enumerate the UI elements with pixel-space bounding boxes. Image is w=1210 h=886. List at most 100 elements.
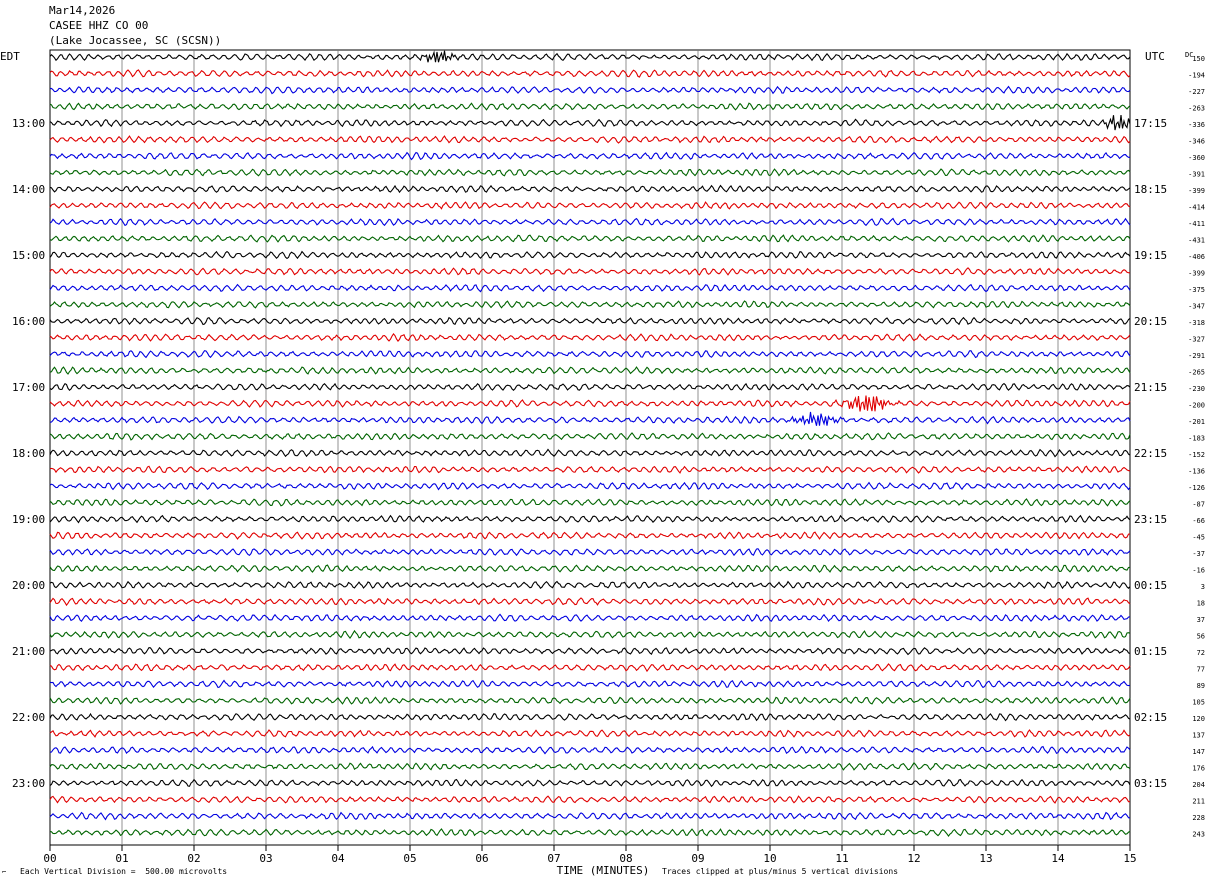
- right-hour-label: 02:15: [1134, 711, 1167, 724]
- dc-offset-labels: 150 -194 -227 -263 -336 -346 -360 -391 -399 -414 -…: [1188, 55, 1205, 839]
- dc-offset-label: -360: [1188, 154, 1205, 162]
- dc-offset-label: -200: [1188, 402, 1205, 410]
- x-tick-label: 05: [403, 852, 416, 865]
- dc-offset-label: -336: [1188, 121, 1205, 129]
- seismic-trace: [49, 395, 1131, 412]
- seismic-trace: [49, 498, 1131, 507]
- x-tick-label: 10: [763, 852, 776, 865]
- x-tick-label: 03: [259, 852, 272, 865]
- seismic-trace: [49, 729, 1131, 738]
- seismic-trace: [49, 201, 1131, 210]
- traces: [49, 50, 1131, 838]
- seismic-trace: [49, 514, 1131, 524]
- dc-offset-label: 243: [1192, 831, 1205, 839]
- left-hour-label: 21:00: [12, 645, 45, 658]
- left-hour-label: 19:00: [12, 513, 45, 526]
- seismic-trace: [49, 778, 1131, 788]
- seismic-trace: [49, 795, 1130, 804]
- x-tick-label: 15: [1123, 852, 1136, 865]
- dc-offset-label: -183: [1188, 435, 1205, 443]
- right-hour-label: 22:15: [1134, 447, 1167, 460]
- seismic-trace: [49, 448, 1131, 458]
- dc-offset-label: 3: [1201, 583, 1205, 591]
- x-tick-label: 00: [43, 852, 56, 865]
- right-hour-label: 23:15: [1134, 513, 1167, 526]
- dc-offset-label: -414: [1188, 204, 1205, 212]
- seismic-trace: [49, 613, 1131, 623]
- dc-offset-label: 105: [1192, 699, 1205, 707]
- seismic-trace: [49, 114, 1131, 131]
- footer-scale-note: Each Vertical Division = 500.00 microvol…: [20, 867, 228, 876]
- seismic-trace: [49, 382, 1131, 391]
- seismic-trace: [49, 696, 1131, 705]
- dc-label: DC: [1185, 51, 1193, 59]
- seismic-trace: [49, 332, 1131, 342]
- left-hour-label: 17:00: [12, 381, 45, 394]
- header-date: Mar14,2026: [49, 4, 116, 17]
- seismic-trace: [49, 85, 1131, 95]
- seismic-trace: [49, 481, 1131, 491]
- seismic-trace: [49, 597, 1131, 607]
- dc-offset-label: -346: [1188, 138, 1205, 146]
- x-axis: 00 01 02 03 04 05 06 07 08 09 10 11 12 13 14 15: [43, 845, 1137, 865]
- dc-offset-label: -227: [1188, 88, 1205, 96]
- seismic-trace: [49, 135, 1131, 144]
- footer-clip-note: Traces clipped at plus/minus 5 vertical …: [662, 867, 899, 876]
- dc-offset-label: 137: [1192, 732, 1205, 740]
- dc-offset-label: -136: [1188, 468, 1205, 476]
- x-tick-label: 12: [907, 852, 920, 865]
- dc-offset-label: -87: [1192, 501, 1205, 509]
- dc-offset-label: 56: [1197, 633, 1205, 641]
- dc-offset-label: 150: [1192, 55, 1205, 63]
- left-hour-label: 14:00: [12, 183, 45, 196]
- plot-frame: [49, 49, 1131, 846]
- dc-offset-label: -194: [1188, 72, 1205, 80]
- dc-offset-label: -16: [1192, 567, 1205, 575]
- left-hour-label: 18:00: [12, 447, 45, 460]
- dc-offset-label: 77: [1197, 666, 1205, 674]
- seismic-trace: [49, 102, 1131, 111]
- dc-offset-label: -152: [1188, 451, 1205, 459]
- seismic-trace: [49, 151, 1130, 161]
- seismic-trace: [49, 350, 1131, 359]
- right-hour-label: 21:15: [1134, 381, 1167, 394]
- x-tick-label: 08: [619, 852, 632, 865]
- right-hour-labels: 17:15 18:15 19:15 20:15 21:15 22:15 23:15 00:15…: [1134, 117, 1167, 790]
- x-tick-label: 06: [475, 852, 488, 865]
- seismic-trace: [49, 465, 1131, 474]
- dc-offset-label: 120: [1192, 715, 1205, 723]
- right-hour-label: 00:15: [1134, 579, 1167, 592]
- grid: [49, 49, 1131, 846]
- seismic-trace: [49, 432, 1131, 441]
- seismic-trace: [49, 646, 1131, 656]
- x-tick-label: 14: [1051, 852, 1065, 865]
- dc-offset-label: -201: [1188, 418, 1205, 426]
- dc-offset-label: -406: [1188, 253, 1205, 261]
- right-hour-label: 18:15: [1134, 183, 1167, 196]
- dc-offset-label: -263: [1188, 105, 1205, 113]
- seismic-trace: [49, 811, 1131, 821]
- seismic-trace: [49, 316, 1131, 326]
- seismic-trace: [49, 300, 1131, 309]
- seismic-trace: [49, 580, 1131, 590]
- right-zone-label: UTC: [1145, 50, 1165, 63]
- seismic-trace: [49, 531, 1131, 540]
- seismic-trace: [49, 679, 1131, 689]
- dc-offset-label: -126: [1188, 484, 1205, 492]
- left-hour-label: 20:00: [12, 579, 45, 592]
- right-hour-label: 17:15: [1134, 117, 1167, 130]
- seismic-trace: [49, 745, 1131, 755]
- dc-offset-label: 37: [1197, 616, 1205, 624]
- seismic-trace: [49, 663, 1131, 673]
- seismic-trace: [49, 250, 1131, 260]
- dc-offset-label: -411: [1188, 220, 1205, 228]
- seismic-trace: [49, 548, 1131, 557]
- left-hour-label: 23:00: [12, 777, 45, 790]
- dc-offset-label: 211: [1192, 798, 1205, 806]
- seismic-trace: [49, 712, 1131, 722]
- dc-offset-label: -327: [1188, 336, 1205, 344]
- right-hour-label: 03:15: [1134, 777, 1167, 790]
- x-tick-label: 11: [835, 852, 848, 865]
- dc-offset-label: 228: [1192, 814, 1205, 822]
